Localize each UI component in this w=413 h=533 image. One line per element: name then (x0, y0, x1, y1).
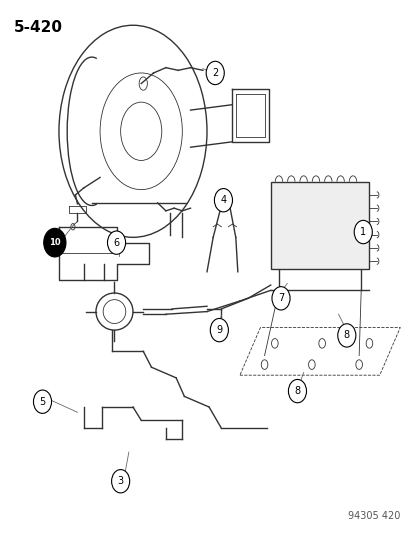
Circle shape (107, 231, 125, 254)
Text: 7: 7 (277, 293, 283, 303)
Circle shape (354, 220, 371, 244)
Text: 94305 420: 94305 420 (347, 511, 399, 521)
Text: 10: 10 (49, 238, 61, 247)
Text: 9: 9 (216, 325, 222, 335)
Circle shape (337, 324, 355, 347)
Text: 3: 3 (117, 477, 123, 486)
Text: 5: 5 (39, 397, 45, 407)
Circle shape (271, 287, 290, 310)
Text: 4: 4 (220, 195, 226, 205)
Bar (270, 182, 368, 269)
Text: 2: 2 (211, 68, 218, 78)
Circle shape (206, 61, 224, 85)
Circle shape (214, 189, 232, 212)
Circle shape (33, 390, 52, 414)
Text: 8: 8 (294, 386, 300, 396)
Circle shape (44, 228, 66, 257)
Circle shape (112, 470, 129, 493)
Circle shape (210, 318, 228, 342)
Text: 5-420: 5-420 (14, 20, 63, 35)
Text: 1: 1 (359, 227, 366, 237)
Circle shape (288, 379, 306, 403)
Text: 6: 6 (113, 238, 119, 248)
Text: 8: 8 (343, 330, 349, 341)
